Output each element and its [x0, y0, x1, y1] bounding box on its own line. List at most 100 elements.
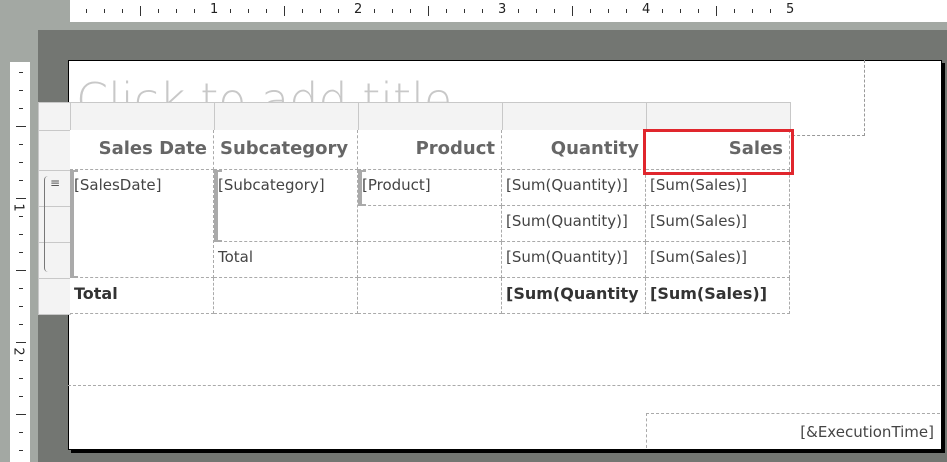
ruler-tick: [716, 6, 717, 16]
ruler-tick: [19, 324, 23, 325]
ruler-tick: [19, 432, 23, 433]
ruler-tick: [770, 9, 771, 13]
data-cell[interactable]: [Sum(Quantity)]: [502, 170, 646, 206]
header-cell-quantity[interactable]: Quantity: [502, 130, 646, 170]
execution-time-textbox[interactable]: [&ExecutionTime]: [646, 413, 940, 448]
column-handle[interactable]: [502, 102, 647, 131]
data-cell[interactable]: [358, 242, 502, 278]
selected-cell-outline: [643, 129, 794, 175]
ruler-tick: [16, 342, 26, 343]
row-handle[interactable]: [38, 278, 71, 315]
data-cell[interactable]: [Sum(Quantity)]: [502, 242, 646, 278]
ruler-tick: [19, 252, 23, 253]
column-handle[interactable]: [214, 102, 359, 131]
ruler-tick: [19, 72, 23, 73]
ruler-tick: [284, 6, 285, 16]
ruler-tick: [680, 9, 681, 13]
ruler-tick: [140, 6, 141, 16]
ruler-tick: [122, 9, 123, 13]
ruler-tick: [554, 9, 555, 13]
ruler-tick: [194, 9, 195, 13]
ruler-tick: [698, 9, 699, 13]
data-cell[interactable]: [Sum(Sales)]: [646, 278, 790, 314]
ruler-tick: [19, 90, 23, 91]
ruler-tick: [19, 144, 23, 145]
title-placeholder[interactable]: Click to add title: [76, 73, 453, 102]
row-group-bracket: [358, 170, 366, 206]
page-footer-divider: [68, 385, 940, 386]
ruler-tick: [19, 360, 23, 361]
ruler-tick: [464, 9, 465, 13]
ruler-tick: [536, 9, 537, 13]
data-cell[interactable]: [Sum(Sales)]: [646, 242, 790, 278]
ruler-tick: [446, 9, 447, 13]
ruler-tick: [230, 9, 231, 13]
data-cell[interactable]: [Sum(Sales)]: [646, 206, 790, 242]
ruler-tick: [662, 9, 663, 13]
data-cell[interactable]: Total: [70, 278, 214, 314]
ruler-tick: [19, 378, 23, 379]
ruler-tick: [626, 9, 627, 13]
ruler-tick: [266, 9, 267, 13]
row-handle[interactable]: [38, 242, 71, 279]
ruler-tick: [734, 9, 735, 13]
column-handle[interactable]: [646, 102, 791, 131]
ruler-label: 5: [786, 2, 795, 17]
header-cell-sales-date[interactable]: Sales Date: [70, 130, 214, 170]
data-cell[interactable]: [Sum(Quantity)]: [502, 206, 646, 242]
ruler-tick: [572, 6, 573, 16]
ruler-tick: [410, 9, 411, 13]
ruler-label: 4: [642, 2, 651, 17]
data-cell[interactable]: [214, 278, 358, 314]
group-icon: ≡: [50, 176, 61, 190]
ruler-label: 3: [498, 2, 507, 17]
data-cell[interactable]: [SalesDate]: [70, 170, 214, 278]
ruler-tick: [19, 162, 23, 163]
ruler-tick: [392, 9, 393, 13]
ruler-tick: [428, 6, 429, 16]
row-handle[interactable]: [38, 130, 71, 171]
horizontal-ruler: 1 2 3 4 5: [70, 0, 947, 22]
ruler-tick: [518, 9, 519, 13]
ruler-tick: [19, 288, 23, 289]
ruler-tick: [19, 306, 23, 307]
row-group-bracket: [214, 170, 222, 242]
data-cell[interactable]: [Sum(Sales)]: [646, 170, 790, 206]
ruler-tick: [158, 9, 159, 13]
ruler-tick: [19, 108, 23, 109]
ruler-tick: [752, 9, 753, 13]
ruler-label: 2: [354, 2, 363, 17]
column-handle[interactable]: [70, 102, 215, 131]
ruler-tick: [608, 9, 609, 13]
ruler-tick: [104, 9, 105, 13]
header-cell-sales[interactable]: Sales: [646, 130, 790, 170]
ruler-tick: [374, 9, 375, 13]
row-handle[interactable]: [38, 170, 71, 207]
ruler-tick: [338, 9, 339, 13]
data-cell[interactable]: [Subcategory]: [214, 170, 358, 242]
ruler-tick: [302, 9, 303, 13]
ruler-tick: [16, 126, 26, 127]
ruler-tick: [16, 270, 26, 271]
data-cell[interactable]: [358, 206, 502, 242]
tablix-corner-handle[interactable]: [38, 102, 71, 131]
ruler-label: 1: [10, 203, 26, 212]
data-cell[interactable]: [Sum(Quantity: [502, 278, 646, 314]
ruler-tick: [16, 414, 26, 415]
header-cell-subcategory[interactable]: Subcategory: [214, 130, 358, 170]
ruler-tick: [19, 450, 23, 451]
data-cell[interactable]: Total: [214, 242, 358, 278]
ruler-label: 1: [210, 2, 219, 17]
ruler-tick: [19, 396, 23, 397]
ruler-label: 2: [10, 347, 26, 356]
ruler-tick: [19, 216, 23, 217]
ruler-tick: [19, 180, 23, 181]
ruler-tick: [248, 9, 249, 13]
row-handle[interactable]: [38, 206, 71, 243]
ruler-tick: [86, 9, 87, 13]
data-cell[interactable]: [Product]: [358, 170, 502, 206]
data-cell[interactable]: [358, 278, 502, 314]
column-handle[interactable]: [358, 102, 503, 131]
header-cell-product[interactable]: Product: [358, 130, 502, 170]
